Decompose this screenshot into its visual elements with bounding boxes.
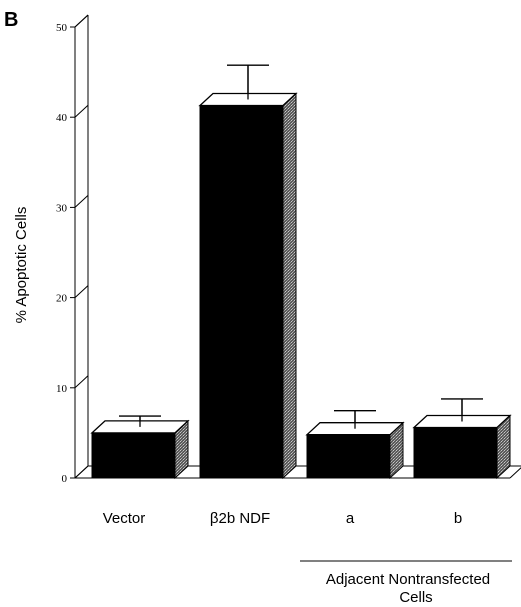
x-tick-label: a	[346, 510, 355, 527]
bar-front	[91, 432, 176, 479]
y-ticks: 0 10 20 30 40 50	[56, 14, 89, 485]
y-axis-label: % Apoptotic Cells	[13, 207, 30, 324]
bar-2	[198, 64, 298, 480]
y-tick-depth	[74, 465, 89, 479]
x-tick-labels: Vector β2b NDF a b	[103, 510, 462, 527]
x-tick-label: Vector	[103, 510, 146, 527]
y-tick-label: 30	[56, 202, 68, 214]
y-tick-label: 50	[56, 22, 68, 34]
y-tick-label: 20	[56, 293, 68, 305]
y-tick-depth	[74, 14, 89, 28]
y-tick-label: 10	[56, 383, 68, 395]
bars	[90, 64, 512, 480]
y-tick-label: 0	[62, 473, 68, 485]
x-tick-label: β2b NDF	[210, 510, 270, 527]
panel-letter: B	[4, 9, 18, 31]
y-tick-depth	[74, 195, 89, 208]
y-tick-depth	[74, 375, 89, 389]
y-tick-label: 40	[56, 112, 68, 124]
y-tick-depth	[74, 104, 89, 118]
bar-front	[306, 434, 391, 479]
bar-1	[90, 415, 190, 480]
bar-side	[282, 92, 297, 480]
group-label-line2: Cells	[399, 589, 432, 606]
group-label-line1: Adjacent Nontransfected	[326, 571, 490, 588]
floor-depth-right	[509, 467, 521, 479]
y-tick-depth	[74, 285, 89, 298]
bar-front	[199, 104, 284, 479]
x-tick-label: b	[454, 510, 462, 527]
axes	[74, 14, 521, 479]
bar-4	[412, 398, 512, 480]
bar-3	[305, 410, 405, 480]
bar-front	[413, 426, 498, 479]
